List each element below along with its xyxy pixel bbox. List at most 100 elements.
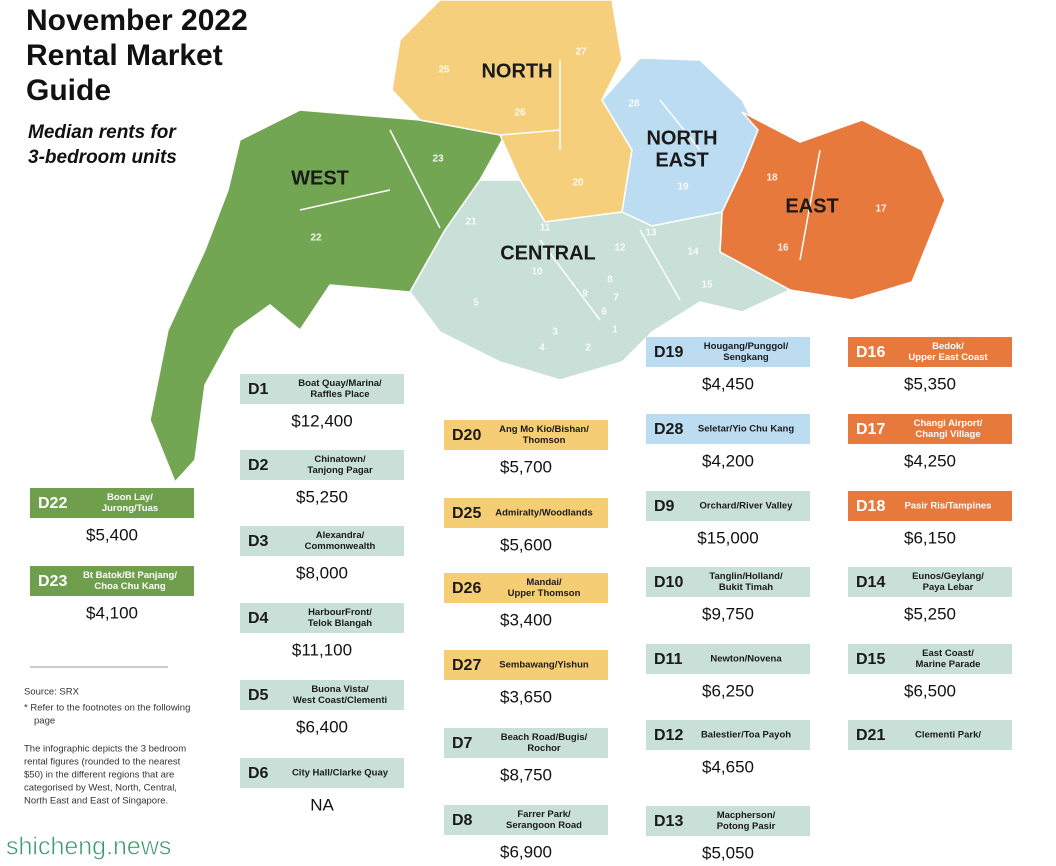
district-rent: $12,400	[291, 411, 352, 430]
district-name: Farrer Park/	[517, 809, 571, 820]
district-name: City Hall/Clarke Quay	[292, 768, 389, 779]
district-rent: $5,400	[86, 525, 138, 544]
district-band	[848, 491, 1012, 521]
district-name: Boon Lay/	[107, 492, 153, 503]
district-name: Tanjong Pagar	[307, 465, 373, 476]
district-name: Paya Lebar	[923, 582, 974, 593]
district-number: 23	[432, 154, 444, 165]
district-code: D27	[452, 657, 481, 674]
district-rent: $4,250	[904, 451, 956, 470]
district-band	[240, 450, 404, 480]
district-band	[444, 420, 608, 450]
district-name: Alexandra/	[316, 530, 365, 541]
district-code: D17	[856, 421, 885, 438]
district-number: 2	[585, 343, 591, 354]
district-rent: $4,450	[702, 374, 754, 393]
district-card: D6 City Hall/Clarke Quay NA	[240, 758, 404, 814]
district-card: D14 Eunos/Geylang/Paya Lebar $5,250	[848, 567, 1012, 623]
district-number: 3	[552, 327, 558, 338]
district-name: Thomson	[523, 435, 566, 446]
district-rent: $4,100	[86, 603, 138, 622]
district-rent: $9,750	[702, 604, 754, 623]
district-rent: $6,250	[702, 681, 754, 700]
region-label: NORTH	[646, 127, 717, 149]
district-name: Commonwealth	[305, 541, 376, 552]
district-name: Marine Parade	[916, 659, 981, 670]
district-card: D3 Alexandra/Commonwealth $8,000	[240, 526, 404, 582]
district-number: 9	[582, 289, 588, 300]
district-number: 11	[540, 223, 551, 234]
district-rent: $3,400	[500, 610, 552, 629]
district-card: D18 Pasir Ris/Tampines $6,150	[848, 491, 1012, 547]
district-name: Choa Chu Kang	[94, 581, 165, 592]
district-border	[299, 189, 391, 211]
district-code: D10	[654, 574, 683, 591]
district-name: Rochor	[527, 743, 561, 754]
district-code: D15	[856, 651, 885, 668]
district-code: D2	[248, 457, 269, 474]
description: rental figures (rounded to the nearest	[24, 757, 181, 768]
district-border	[499, 129, 561, 136]
district-border	[659, 99, 701, 151]
district-name: Changi Village	[915, 429, 980, 440]
district-code: D21	[856, 727, 885, 744]
district-number: 8	[607, 275, 613, 286]
district-card: D15 East Coast/Marine Parade $6,500	[848, 644, 1012, 700]
footnote: page	[34, 716, 55, 727]
district-number: 20	[572, 178, 584, 189]
title-line: November 2022	[26, 4, 248, 37]
district-border	[799, 149, 821, 261]
district-code: D11	[654, 651, 683, 668]
district-code: D23	[38, 573, 67, 590]
central-region	[409, 179, 792, 381]
district-number: 14	[687, 247, 699, 258]
district-band	[646, 414, 810, 444]
district-number: 7	[613, 293, 619, 304]
district-card: D11 Newton/Novena $6,250	[646, 644, 810, 700]
district-band	[646, 491, 810, 521]
district-card: D13 Macpherson/Potong Pasir $5,050	[646, 806, 810, 862]
district-number: 21	[465, 217, 477, 228]
district-band	[444, 498, 608, 528]
district-card: D25 Admiralty/Woodlands $5,600	[444, 498, 608, 554]
district-number: 6	[601, 307, 607, 318]
district-name: Beach Road/Bugis/	[501, 732, 588, 743]
district-band	[646, 806, 810, 836]
district-number: 16	[777, 243, 789, 254]
district-code: D14	[856, 574, 885, 591]
district-name: Sengkang	[723, 352, 769, 363]
district-card: D20 Ang Mo Kio/Bishan/Thomson $5,700	[444, 420, 608, 476]
description: North East and East of Singapore.	[24, 796, 168, 807]
district-band	[240, 603, 404, 633]
district-card: D5 Buona Vista/West Coast/Clementi $6,400	[240, 680, 404, 736]
district-code: D12	[654, 727, 683, 744]
district-band	[240, 680, 404, 710]
region-label: CENTRAL	[500, 242, 596, 264]
district-name: Buona Vista/	[311, 684, 369, 695]
district-band	[30, 566, 194, 596]
district-number: 5	[473, 298, 479, 309]
district-name: West Coast/Clementi	[293, 695, 387, 706]
subtitle-line: Median rents for	[28, 122, 177, 143]
district-border	[389, 129, 441, 229]
district-rent: $5,250	[904, 604, 956, 623]
district-band	[444, 805, 608, 835]
source: Source: SRX	[24, 687, 80, 698]
district-rent: $5,350	[904, 374, 956, 393]
district-name: Bukit Timah	[719, 582, 773, 593]
district-name: Boat Quay/Marina/	[298, 378, 382, 389]
district-card: D28 Seletar/Yio Chu Kang $4,200	[646, 414, 810, 470]
district-code: D22	[38, 495, 67, 512]
district-card: D1 Boat Quay/Marina/Raffles Place $12,400	[240, 374, 404, 430]
district-name: Hougang/Punggol/	[704, 341, 789, 352]
subtitle-line: 3-bedroom units	[28, 147, 177, 168]
district-rent: $8,750	[500, 765, 552, 784]
description: $50) in the different regions that are	[24, 770, 174, 781]
district-code: D13	[654, 813, 683, 830]
description: categorised by West, North, Central,	[24, 783, 177, 794]
district-code: D9	[654, 498, 675, 515]
district-name: Orchard/River Valley	[700, 501, 794, 512]
district-card: D17 Changi Airport/Changi Village $4,250	[848, 414, 1012, 470]
district-name: Newton/Novena	[710, 654, 782, 665]
district-name: Clementi Park/	[915, 730, 981, 741]
